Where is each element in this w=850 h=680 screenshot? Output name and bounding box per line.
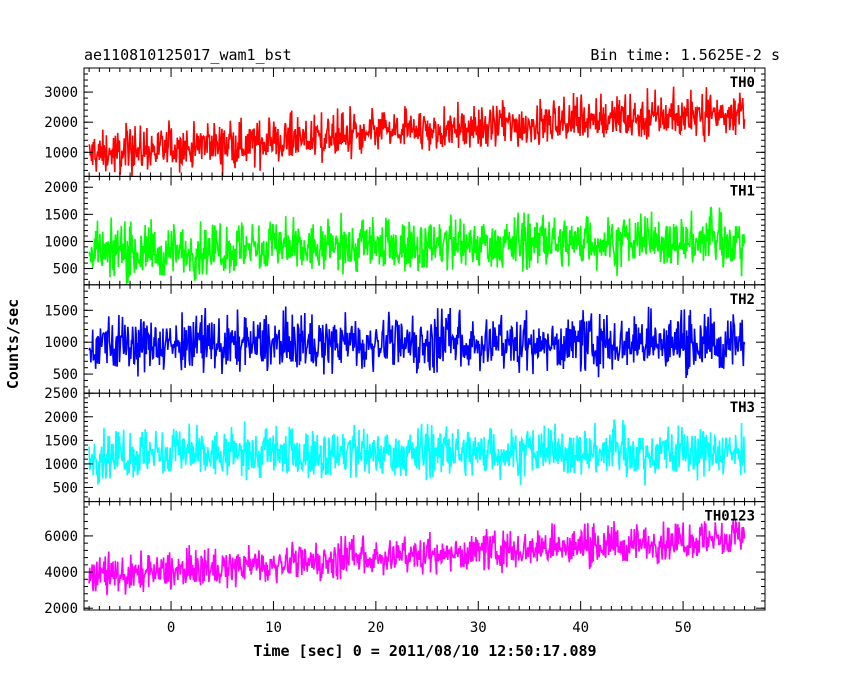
- x-tick-label: 40: [572, 620, 589, 636]
- y-tick-label: 4000: [44, 565, 78, 581]
- series-line-th1: [88, 206, 746, 285]
- series-line-th0123: [88, 519, 746, 596]
- y-tick-label: 2000: [44, 115, 78, 131]
- panel-label-th0: TH0: [730, 75, 755, 91]
- y-tick-label: 500: [53, 367, 78, 383]
- y-tick-label: 500: [53, 480, 78, 496]
- x-tick-label: 0: [167, 620, 175, 636]
- series-line-th0: [88, 86, 746, 177]
- y-tick-label: 2000: [44, 410, 78, 426]
- panel-label-th3: TH3: [730, 400, 755, 416]
- y-tick-label: 2500: [44, 386, 78, 402]
- x-tick-label: 20: [367, 620, 384, 636]
- y-tick-label: 1000: [44, 234, 78, 250]
- y-tick-label: 1000: [44, 457, 78, 473]
- series-line-th3: [88, 418, 746, 486]
- y-tick-label: 2000: [44, 601, 78, 617]
- chart-title-right: Bin time: 1.5625E-2 s: [590, 46, 780, 64]
- y-tick-label: 6000: [44, 529, 78, 545]
- y-tick-label: 1500: [44, 433, 78, 449]
- y-tick-label: 1500: [44, 207, 78, 223]
- y-tick-label: 2000: [44, 180, 78, 196]
- y-tick-label: 1000: [44, 145, 78, 161]
- chart-title-left: ae110810125017_wam1_bst: [84, 46, 292, 64]
- y-tick-label: 3000: [44, 85, 78, 101]
- x-axis-label: Time [sec] 0 = 2011/08/10 12:50:17.089: [253, 642, 596, 660]
- x-tick-label: 50: [675, 620, 692, 636]
- panel-label-th1: TH1: [730, 183, 755, 199]
- panel-frame: [83, 501, 766, 611]
- y-tick-label: 1500: [44, 303, 78, 319]
- y-tick-label: 1000: [44, 335, 78, 351]
- series-line-th2: [88, 306, 746, 379]
- x-tick-label: 30: [470, 620, 487, 636]
- x-tick-label: 10: [265, 620, 282, 636]
- y-tick-label: 500: [53, 262, 78, 278]
- panel-label-th0123: TH0123: [704, 509, 755, 525]
- y-axis-label: Counts/sec: [4, 299, 22, 389]
- panel-label-th2: TH2: [730, 292, 755, 308]
